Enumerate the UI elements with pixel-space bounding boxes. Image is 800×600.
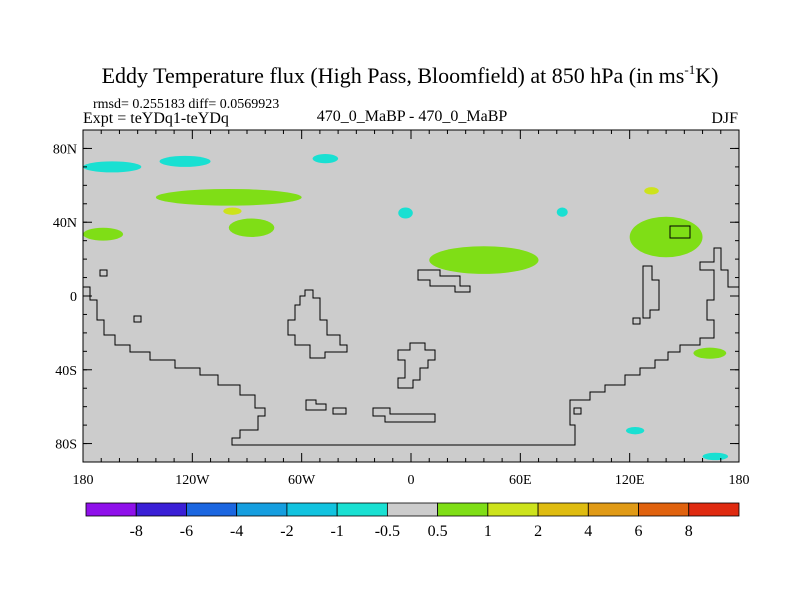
- map-background: [83, 130, 739, 462]
- coastline-outline: [83, 247, 739, 446]
- island-outline: [372, 407, 436, 423]
- color-bar-swatch: [286, 502, 338, 517]
- island-outline: [642, 265, 660, 319]
- island-outline: [332, 407, 347, 415]
- color-bar-swatch: [236, 502, 288, 517]
- color-bar-swatch: [135, 502, 187, 517]
- flux-region: [398, 207, 413, 219]
- color-bar-swatch: [336, 502, 388, 517]
- flux-region: [629, 216, 703, 258]
- island-outline: [99, 269, 108, 277]
- chart-title-superscript: -1: [684, 62, 695, 77]
- flux-region: [228, 218, 275, 237]
- flux-region: [693, 347, 727, 359]
- flux-region: [159, 155, 211, 167]
- color-bar: -8 -6 -4 -2 -1 -0.5 0.5 1 2 4 6 8: [85, 502, 740, 540]
- color-bar-swatch: [85, 502, 137, 517]
- x-tick-label: 120W: [175, 473, 210, 488]
- island-outline: [397, 342, 436, 389]
- color-bar-swatch: [537, 502, 589, 517]
- flux-region: [312, 153, 339, 164]
- color-bar-swatch: [688, 502, 740, 517]
- color-bar-label: 0.5: [428, 523, 448, 540]
- island-outline: [417, 269, 471, 293]
- map-plot: [82, 129, 740, 463]
- experiment-label: Expt = teYDq1-teYDq: [83, 110, 229, 127]
- x-tick-label: 60E: [509, 473, 532, 488]
- color-bar-label: -2: [280, 523, 293, 540]
- color-bar-label: -6: [180, 523, 193, 540]
- color-bar-label: -8: [130, 523, 143, 540]
- flux-region: [155, 189, 302, 206]
- chart-title-main: Eddy Temperature flux (High Pass, Bloomf…: [102, 63, 685, 88]
- x-tick-label: 180: [73, 473, 94, 488]
- color-bar-swatch: [638, 502, 690, 517]
- color-bar-swatch: [437, 502, 489, 517]
- flux-region: [702, 452, 729, 461]
- color-bar-swatch: [186, 502, 238, 517]
- y-axis: 80N 40N 0 40S 80S: [53, 129, 739, 463]
- y-tick-label: 80N: [53, 142, 77, 157]
- color-bar-label: -4: [230, 523, 243, 540]
- flux-region: [626, 426, 645, 435]
- y-tick-label: 40S: [55, 364, 77, 379]
- x-tick-label: 180: [729, 473, 750, 488]
- color-bar-label: 4: [584, 523, 592, 540]
- y-tick-label: 40N: [53, 216, 77, 231]
- color-bar-swatch: [587, 502, 639, 517]
- y-tick-label: 0: [70, 290, 77, 305]
- island-outline: [573, 407, 582, 415]
- flux-region: [556, 207, 568, 217]
- flux-region: [83, 227, 124, 241]
- comparison-label: 470_0_MaBP - 470_0_MaBP: [317, 108, 508, 125]
- chart-title: Eddy Temperature flux (High Pass, Bloomf…: [102, 62, 719, 88]
- color-bar-label: 1: [484, 523, 492, 540]
- flux-region: [83, 161, 142, 173]
- island-outline: [287, 289, 348, 359]
- color-bar-label: 8: [685, 523, 693, 540]
- color-bar-label: -0.5: [375, 523, 400, 540]
- x-axis: 180 120W 60W 0 60E 120E 180: [73, 130, 750, 488]
- island-outline: [632, 317, 641, 325]
- island-outline: [133, 315, 142, 323]
- chart-title-end: K): [695, 63, 718, 88]
- island-outline: [669, 225, 691, 239]
- flux-region: [223, 207, 242, 215]
- x-tick-label: 120E: [615, 473, 645, 488]
- flux-region: [644, 187, 659, 195]
- color-bar-swatch: [386, 502, 439, 517]
- color-bar-swatch: [487, 502, 539, 517]
- flux-region: [429, 246, 539, 274]
- color-bar-label: 6: [635, 523, 643, 540]
- x-tick-label: 0: [408, 473, 415, 488]
- x-tick-label: 60W: [288, 473, 316, 488]
- island-outline: [305, 399, 327, 411]
- season-label: DJF: [711, 110, 738, 127]
- flux-regions: [83, 153, 729, 461]
- color-bar-label: -1: [330, 523, 343, 540]
- color-bar-label: 2: [534, 523, 542, 540]
- stats-label: rmsd= 0.255183 diff= 0.0569923: [93, 97, 279, 112]
- y-tick-label: 80S: [55, 438, 77, 453]
